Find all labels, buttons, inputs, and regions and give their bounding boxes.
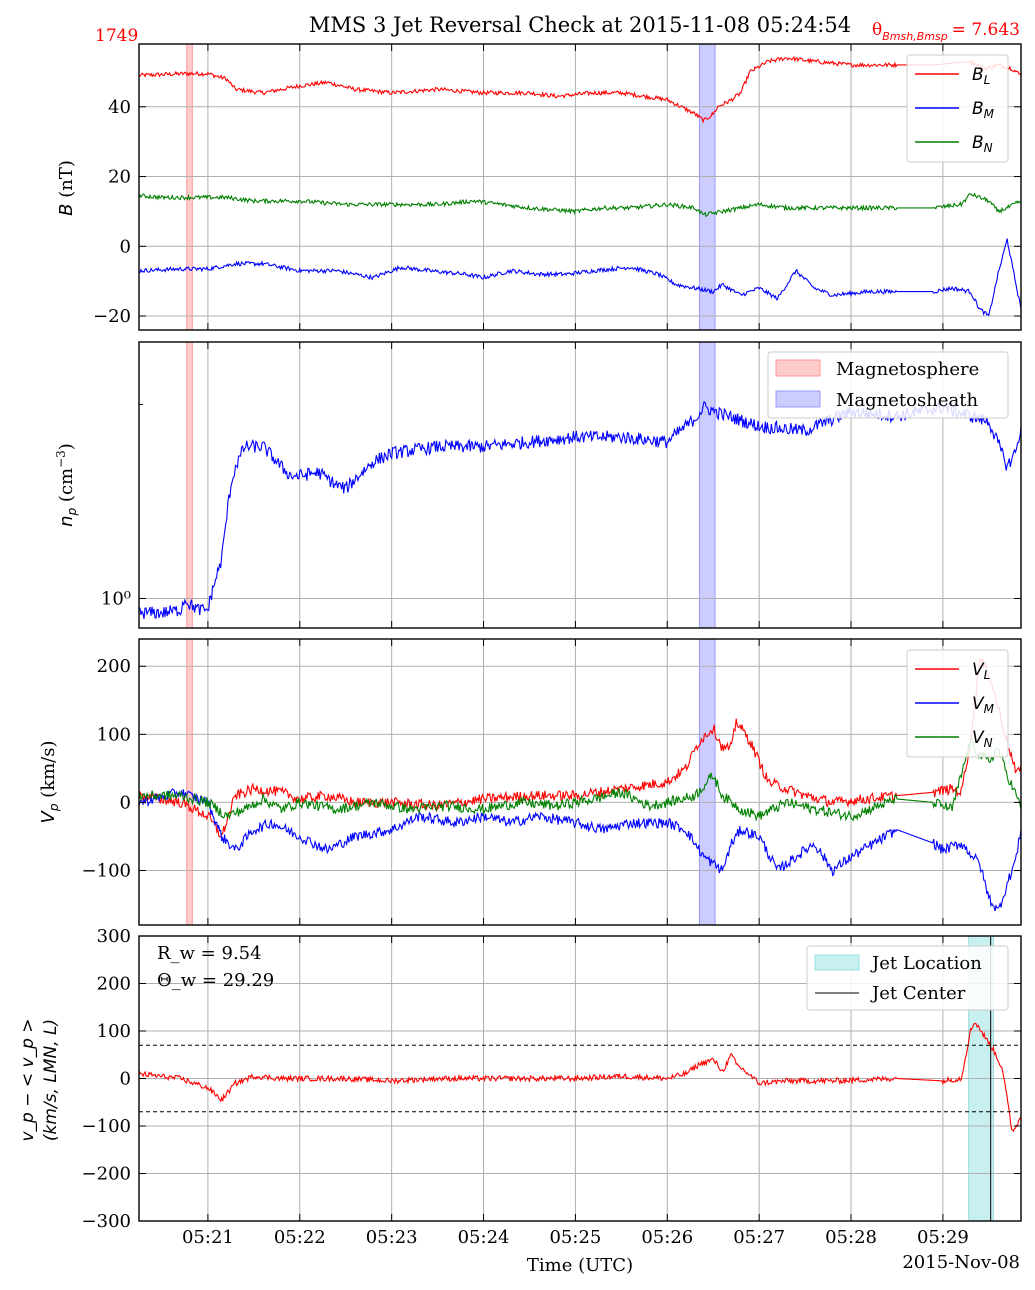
series-b-m xyxy=(139,238,1021,317)
b-legend: BL BM BN xyxy=(906,54,1009,163)
legend-jet-location: Jet Location xyxy=(870,953,982,974)
b-ylabel: B (nT) xyxy=(56,160,77,216)
y-tick-label: 40 xyxy=(108,97,131,118)
y-tick-label: 200 xyxy=(97,974,131,995)
theta-symbol: θ xyxy=(872,20,882,40)
run-id-label: 1749 xyxy=(95,26,138,46)
x-tick-label: 05:23 xyxy=(366,1227,418,1248)
y-tick-label: 100 xyxy=(97,1021,131,1042)
theta-subscript: Bmsh,Bmsp xyxy=(882,30,947,43)
y-tick-label: −300 xyxy=(82,1211,131,1232)
y-tick-label: 10⁰ xyxy=(101,589,131,610)
magnetosphere-band xyxy=(186,341,193,629)
series-v-m xyxy=(139,788,1021,912)
series-v-p-v-p- xyxy=(139,1022,1021,1133)
magnetosphere-band xyxy=(186,43,193,331)
x-tick-label: 05:25 xyxy=(549,1227,601,1248)
vp-legend: VL VM VN xyxy=(906,649,1009,758)
legend-magnetosheath: Magnetosheath xyxy=(836,390,978,411)
theta-value: = 7.643 xyxy=(952,20,1020,40)
x-tick-label: 05:22 xyxy=(274,1227,326,1248)
x-tick-label: 05:21 xyxy=(182,1227,234,1248)
panel-density: 10⁰ np (cm−3) Magnetosphere Magnetosheat… xyxy=(54,341,1022,629)
y-tick-label: −20 xyxy=(93,306,131,327)
panel-velocity: −100 0 100 200 Vp (km/s) VL VM VN xyxy=(38,638,1022,926)
annotation-rw: R_w = 9.54 xyxy=(157,943,262,964)
np-ylabel: np (cm−3) xyxy=(54,443,79,527)
jet-ylabel-line1: v_p − < v_p > xyxy=(18,1018,38,1141)
series-v-l xyxy=(139,658,1021,838)
panel-b-field: −20 0 20 40 B (nT) BL BM BN xyxy=(56,43,1022,331)
np-legend: Magnetosphere Magnetosheath xyxy=(767,351,1009,419)
vp-ylabel: Vp (km/s) xyxy=(38,741,61,824)
magnetosheath-band xyxy=(698,341,716,629)
jet-legend: Jet Location Jet Center xyxy=(806,945,1009,1011)
y-tick-label: 100 xyxy=(97,724,131,745)
x-tick-label: 05:29 xyxy=(917,1227,969,1248)
y-tick-label: 0 xyxy=(120,1069,131,1090)
y-tick-label: 20 xyxy=(108,167,131,188)
y-tick-label: 0 xyxy=(120,792,131,813)
x-tick-label: 05:24 xyxy=(458,1227,510,1248)
x-tick-label: 05:27 xyxy=(733,1227,785,1248)
legend-magnetosphere: Magnetosphere xyxy=(836,359,979,380)
y-tick-label: −100 xyxy=(82,861,131,882)
x-tick-label: 05:28 xyxy=(825,1227,877,1248)
magnetosphere-band xyxy=(186,638,193,926)
annotation-thetaw: Θ_w = 29.29 xyxy=(157,970,274,991)
y-tick-label: 200 xyxy=(97,656,131,677)
x-tick-label: 05:26 xyxy=(641,1227,693,1248)
series-b-n xyxy=(139,192,1021,218)
xaxis-label: Time (UTC) xyxy=(527,1255,633,1276)
panel-jet: −300 −200 −100 0 100 200 300 05:21 05:22 05:23 05… xyxy=(18,926,1022,1248)
series-n-p xyxy=(139,400,1021,620)
legend-jet-center: Jet Center xyxy=(870,983,966,1004)
series-v-n xyxy=(139,737,1021,822)
theta-label: θBmsh,Bmsp = 7.643 xyxy=(872,20,1020,43)
series-b-l xyxy=(139,55,1021,124)
chart-title: MMS 3 Jet Reversal Check at 2015-11-08 0… xyxy=(309,13,851,37)
date-label: 2015-Nov-08 xyxy=(902,1252,1020,1273)
y-tick-label: 0 xyxy=(120,236,131,257)
y-tick-label: −200 xyxy=(82,1164,131,1185)
y-tick-label: −100 xyxy=(82,1116,131,1137)
y-tick-label: 300 xyxy=(97,926,131,947)
jet-ylabel-line2: (km/s, LMN, L) xyxy=(41,1019,61,1141)
